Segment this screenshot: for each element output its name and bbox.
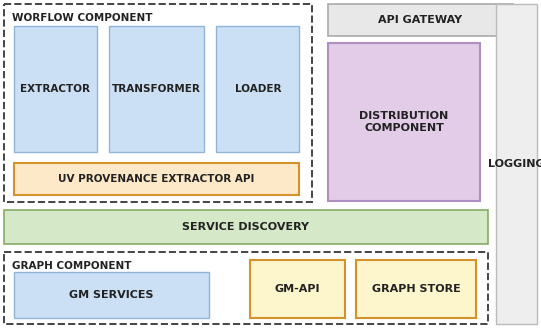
Text: UV PROVENANCE EXTRACTOR API: UV PROVENANCE EXTRACTOR API [58,174,254,184]
Text: GM-API: GM-API [274,284,320,294]
Text: GRAPH STORE: GRAPH STORE [372,284,460,294]
FancyBboxPatch shape [356,260,476,318]
Text: GRAPH COMPONENT: GRAPH COMPONENT [12,261,131,271]
FancyBboxPatch shape [496,4,537,324]
Text: GM SERVICES: GM SERVICES [69,290,153,300]
Text: SERVICE DISCOVERY: SERVICE DISCOVERY [182,222,309,232]
FancyBboxPatch shape [4,210,488,244]
FancyBboxPatch shape [328,43,480,201]
Text: LOADER: LOADER [235,84,281,94]
FancyBboxPatch shape [14,163,299,195]
Text: API GATEWAY: API GATEWAY [378,15,462,25]
FancyBboxPatch shape [216,26,299,152]
FancyBboxPatch shape [250,260,345,318]
Text: TRANSFORMER: TRANSFORMER [111,84,200,94]
Text: DISTRIBUTION
COMPONENT: DISTRIBUTION COMPONENT [359,111,448,133]
FancyBboxPatch shape [14,272,209,318]
Text: LOGGING: LOGGING [487,159,541,169]
FancyBboxPatch shape [109,26,204,152]
Text: EXTRACTOR: EXTRACTOR [20,84,90,94]
FancyBboxPatch shape [14,26,97,152]
Text: WORFLOW COMPONENT: WORFLOW COMPONENT [12,13,153,23]
FancyBboxPatch shape [328,4,513,36]
